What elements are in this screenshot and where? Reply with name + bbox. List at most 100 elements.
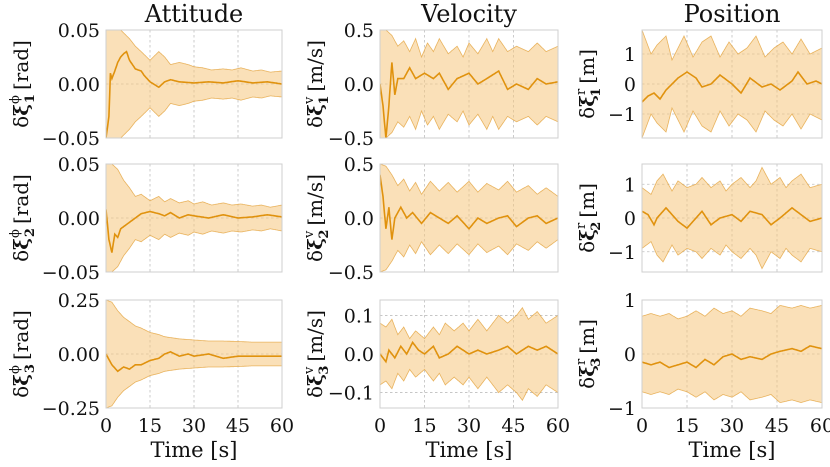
- plot-frame: [641, 299, 823, 409]
- y-label-superscript: r: [574, 358, 589, 365]
- y-axis-label: δξr1 [m]: [574, 49, 604, 119]
- subplot-3-1: 0.25 0.00 −0.250 15 30 45 60 Time [s] δξϕ3 [rad]: [8, 290, 294, 462]
- x-tick-label: 15: [412, 415, 436, 437]
- y-label-unit: [rad]: [9, 310, 33, 360]
- y-label-subscript: 3: [317, 366, 332, 375]
- y-label-unit: [m/s]: [303, 310, 327, 362]
- y-tick-label: 1: [624, 44, 636, 66]
- y-label-unit: [m]: [575, 319, 599, 354]
- uncertainty-band: [106, 164, 282, 272]
- error-series-line: [106, 209, 282, 253]
- plot-frame: [379, 299, 559, 409]
- y-label-subscript: 3: [589, 358, 604, 367]
- x-tick-label: 60: [270, 415, 294, 437]
- plot-area: [642, 166, 822, 270]
- plot-frame: [641, 29, 823, 139]
- y-label-subscript: 2: [589, 222, 604, 231]
- subplot-3-2: 0.1 0.0 −0.10 15 30 45 60 Time [s] δξv3 [m/s]: [302, 299, 570, 462]
- y-tick-label: 0: [624, 208, 636, 230]
- y-label-symbol: ξ: [303, 374, 327, 386]
- y-tick-label: 0.00: [58, 208, 100, 230]
- x-axis-label: Time [s]: [151, 438, 238, 462]
- y-tick-label: −1: [608, 104, 636, 126]
- x-tick-label: 15: [138, 415, 162, 437]
- y-tick-label: −1: [608, 242, 636, 264]
- x-tick-label: 30: [457, 415, 481, 437]
- error-series-line: [380, 62, 558, 138]
- plot-frame: [379, 163, 559, 273]
- plot-area: [380, 164, 558, 272]
- y-label-superscript: v: [302, 96, 317, 105]
- y-tick-label: 0.05: [58, 154, 100, 176]
- y-label-superscript: ϕ: [8, 365, 23, 374]
- y-label-base: δ: [9, 116, 33, 128]
- error-series-line: [642, 70, 822, 103]
- error-series-line: [380, 174, 558, 240]
- error-series-line: [642, 345, 822, 369]
- y-tick-label: 0.0: [344, 344, 374, 366]
- y-tick-label: 0.0: [344, 208, 374, 230]
- y-tick-label: 0.5: [344, 20, 374, 42]
- y-tick-label: −0.5: [328, 128, 374, 150]
- uncertainty-band: [106, 30, 282, 138]
- y-label-subscript: 1: [23, 94, 38, 103]
- plot-frame: [105, 299, 283, 409]
- y-label-symbol: ξ: [9, 104, 33, 116]
- x-tick-label: 45: [765, 415, 789, 437]
- y-label-superscript: r: [574, 88, 589, 95]
- y-label-base: δ: [303, 386, 327, 398]
- error-series-line: [106, 350, 282, 373]
- y-label-symbol: ξ: [575, 95, 599, 107]
- y-tick-label: 0.5: [344, 154, 374, 176]
- y-label-subscript: 2: [23, 228, 38, 237]
- y-label-unit: [m]: [575, 183, 599, 218]
- plot-frame: [641, 163, 823, 273]
- y-axis-label: δξϕ2 [rad]: [8, 174, 38, 262]
- subplot-title: Attitude: [144, 0, 244, 28]
- y-label-base: δ: [303, 250, 327, 262]
- y-label-base: δ: [575, 377, 599, 389]
- y-tick-label: 0.25: [58, 290, 100, 312]
- error-series-line: [642, 206, 822, 230]
- y-label-base: δ: [575, 241, 599, 253]
- y-tick-label: 0: [624, 74, 636, 96]
- y-label-symbol: ξ: [303, 238, 327, 250]
- y-label-unit: [rad]: [9, 174, 33, 224]
- subplot-1-2: 0.5 0.0 −0.5 Velocity δξv1 [m/s]: [302, 0, 559, 150]
- y-label-base: δ: [9, 386, 33, 398]
- x-tick-label: 60: [546, 415, 570, 437]
- x-tick-label: 45: [226, 415, 250, 437]
- subplot-title: Position: [684, 0, 781, 28]
- plot-frame: [105, 29, 283, 139]
- plot-frame: [105, 163, 283, 273]
- y-label-superscript: r: [574, 222, 589, 229]
- plot-area: [106, 164, 282, 272]
- y-label-subscript: 1: [589, 88, 604, 97]
- plot-area: [380, 306, 558, 402]
- y-label-subscript: 1: [317, 96, 332, 105]
- y-tick-label: −0.05: [42, 128, 100, 150]
- y-tick-label: 0.1: [344, 305, 374, 327]
- plot-area: [380, 30, 558, 138]
- y-label-unit: [m/s]: [303, 40, 327, 92]
- plot-area: [106, 300, 282, 408]
- x-tick-label: 30: [182, 415, 206, 437]
- x-tick-label: 30: [720, 415, 744, 437]
- y-tick-label: −0.5: [328, 262, 374, 284]
- x-axis-label: Time [s]: [689, 438, 776, 462]
- plot-area: [642, 30, 822, 138]
- y-label-superscript: v: [302, 230, 317, 239]
- x-tick-label: 0: [374, 415, 386, 437]
- y-axis-label: δξv3 [m/s]: [302, 310, 332, 398]
- y-label-symbol: ξ: [575, 229, 599, 241]
- y-label-symbol: ξ: [575, 365, 599, 377]
- x-axis-label: Time [s]: [426, 438, 513, 462]
- plot-area: [642, 304, 822, 404]
- error-series-line: [106, 50, 282, 138]
- y-axis-label: δξϕ3 [rad]: [8, 310, 38, 398]
- plot-frame: [379, 29, 559, 139]
- y-label-subscript: 3: [23, 364, 38, 373]
